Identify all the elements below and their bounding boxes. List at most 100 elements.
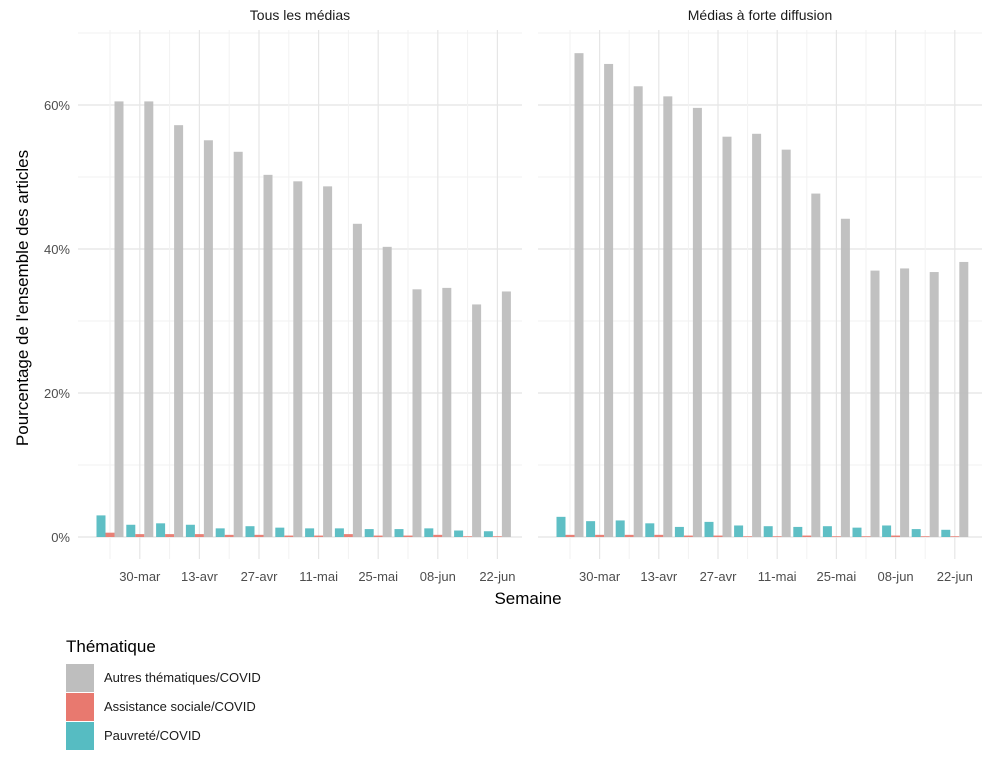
bar-assistance [314,535,324,537]
bar-autres [692,107,702,537]
bar-assistance [224,534,234,537]
bar-autres [781,149,791,537]
bar-pauvrete [96,515,106,537]
bar-autres [663,96,673,538]
bar-pauvrete [704,521,714,537]
bar-autres [382,246,392,537]
x-tick-label: 30-mar [579,569,621,584]
legend-label-assistance: Assistance sociale/COVID [104,699,256,714]
legend: Thématique Autres thématiques/COVID Assi… [66,637,261,750]
bar-autres [442,287,452,537]
bar-autres [352,223,362,538]
x-tick-label: 25-mai [358,569,398,584]
bar-autres [722,136,732,537]
bar-assistance [683,535,693,537]
bar-autres [840,218,850,537]
legend-swatch-pauvrete [66,722,94,750]
bar-assistance [950,536,960,537]
bar-pauvrete [734,525,744,537]
y-tick-label: 0% [51,530,70,545]
x-tick-label: 13-avr [640,569,678,584]
panel-2: Médias à forte diffusion 30-mar 13-avr 27-a… [538,7,982,584]
bar-assistance [920,536,930,537]
facet-title: Tous les médias [250,7,350,23]
bar-assistance [654,534,664,537]
bar-pauvrete [674,526,684,537]
bar-pauvrete [615,520,625,537]
bar-autres [574,53,584,537]
bar-autres [870,270,880,537]
facet-title: Médias à forte diffusion [688,7,833,23]
y-tick-label: 60% [44,98,70,113]
bar-assistance [254,534,264,537]
bar-autres [752,133,762,538]
legend-swatch-assistance [66,693,94,721]
bar-autres [174,125,184,537]
bar-autres [501,291,511,537]
x-tick-label: 27-avr [700,569,738,584]
bar-autres [263,174,273,537]
bar-assistance [463,536,473,537]
bar-assistance [433,534,443,537]
x-tick-label: 13-avr [181,569,219,584]
bar-pauvrete [394,529,404,537]
bar-pauvrete [852,527,862,537]
bar-assistance [565,534,575,537]
x-tick-label: 22-jun [937,569,973,584]
bar-pauvrete [882,525,892,537]
bar-pauvrete [911,529,921,537]
bar-autres [114,101,124,538]
bar-assistance [343,534,353,537]
bar-assistance [135,534,145,537]
bar-assistance [194,534,204,537]
bar-pauvrete [483,531,493,537]
legend-swatch-autres [66,664,94,692]
y-tick-label: 20% [44,386,70,401]
bar-pauvrete [586,521,596,537]
bar-pauvrete [941,529,951,537]
bar-assistance [861,536,871,537]
x-tick-label: 11-mai [758,569,797,584]
bar-assistance [802,535,812,537]
bar-autres [604,63,614,538]
x-tick-label: 25-mai [817,569,857,584]
bar-autres [929,272,939,537]
x-tick-label: 30-mar [119,569,161,584]
bar-pauvrete [334,528,344,537]
bar-assistance [713,535,723,537]
chart-panels: Tous les médias 30-mar 13-avr 27-avr 11-mai 2… [78,7,982,584]
bar-pauvrete [156,523,166,537]
x-tick-label: 22-jun [479,569,515,584]
x-tick-label: 27-avr [241,569,279,584]
bar-pauvrete [793,526,803,537]
bar-pauvrete [645,523,655,537]
y-axis-title: Pourcentage de l'ensemble des articles [13,150,32,446]
bar-assistance [831,536,841,537]
bar-autres [900,268,910,537]
bar-pauvrete [822,526,832,537]
bar-autres [811,193,821,537]
x-tick-label: 08-jun [878,569,914,584]
legend-title: Thématique [66,637,156,656]
bar-assistance [284,535,294,537]
bar-assistance [373,535,383,537]
bar-assistance [165,534,175,537]
bar-pauvrete [245,526,255,537]
bar-assistance [743,536,753,537]
bar-pauvrete [126,524,136,537]
bar-pauvrete [556,516,566,537]
bar-pauvrete [185,524,195,537]
bar-assistance [492,536,502,537]
bar-pauvrete [215,528,225,537]
bar-pauvrete [275,527,285,537]
bar-assistance [105,532,115,537]
bar-pauvrete [424,528,434,537]
bar-autres [293,181,303,537]
bar-autres [323,186,333,538]
x-tick-label: 11-mai [299,569,338,584]
bar-pauvrete [364,529,374,537]
bar-pauvrete [454,530,464,537]
y-axis: 0% 20% 40% 60% [44,98,70,545]
bar-pauvrete [305,528,315,537]
